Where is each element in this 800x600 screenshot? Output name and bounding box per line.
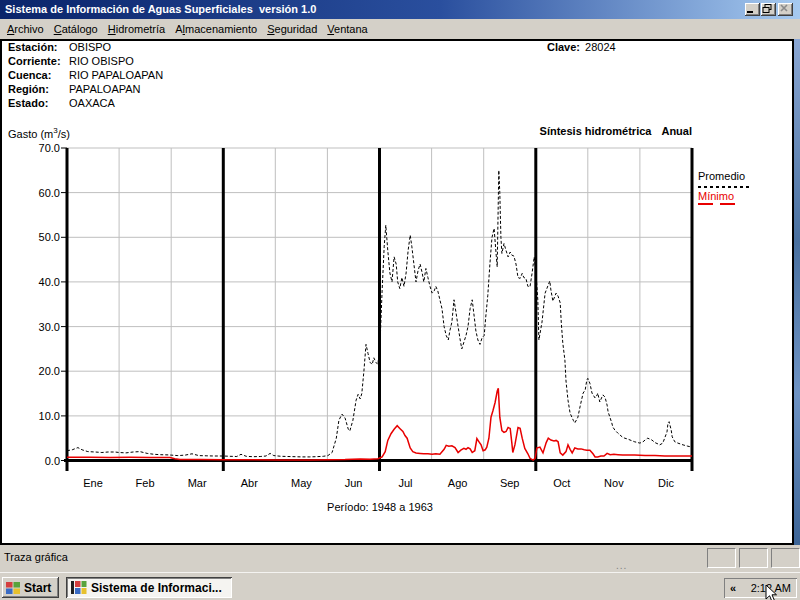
y-tick-label: 40.0: [16, 276, 60, 288]
x-tick-label: Jul: [386, 477, 426, 489]
y-tick-label: 20.0: [16, 365, 60, 377]
clave-value: 28024: [585, 41, 616, 53]
minimize-icon: [745, 3, 758, 14]
title-bar: Sistema de Información de Aguas Superfic…: [0, 0, 800, 19]
x-tick-label: Oct: [542, 477, 582, 489]
x-tick-label: Sep: [490, 477, 530, 489]
tray-chevron[interactable]: «: [730, 582, 736, 594]
y-axis-title: Gasto (m3/s): [8, 126, 70, 140]
cuenca-value: RIO PAPALOAPAN: [69, 69, 163, 81]
estacion-label: Estación:: [8, 41, 69, 53]
status-bar: Traza gráfica ...: [0, 545, 800, 572]
legend-promedio-label: Promedio: [698, 170, 745, 182]
x-tick-label: Nov: [594, 477, 634, 489]
status-grip: ...: [616, 560, 627, 571]
menu-seguridad[interactable]: Seguridad: [262, 21, 322, 37]
corriente-label: Corriente:: [8, 55, 69, 67]
desktop-edge: [794, 39, 800, 545]
legend-minimo-line: [698, 203, 738, 205]
legend-minimo-label: Mínimo: [698, 190, 734, 202]
app-icon: [71, 580, 87, 595]
legend-promedio-line: [698, 186, 750, 188]
taskbar: Start Sistema de Informaci... « 2:12 AM: [0, 572, 800, 600]
info-row-estacion: Estación:OBISPO: [8, 41, 111, 55]
close-icon: [778, 3, 791, 14]
y-tick-label: 30.0: [16, 321, 60, 333]
chart-title: Síntesis hidrométricaAnual: [392, 125, 692, 137]
y-tick-label: 10.0: [16, 410, 60, 422]
status-panel-2: [739, 548, 768, 568]
minimize-button[interactable]: [745, 3, 760, 16]
restore-icon: [761, 3, 774, 14]
x-tick-label: Dic: [646, 477, 686, 489]
menu-bar: Archivo Catálogo Hidrometría Almacenamie…: [0, 19, 800, 39]
estado-label: Estado:: [8, 97, 69, 109]
close-button[interactable]: [778, 3, 793, 16]
info-row-estado: Estado:OAXACA: [8, 97, 115, 111]
restore-button[interactable]: [761, 3, 776, 16]
y-tick-label: 60.0: [16, 187, 60, 199]
clave-row: Clave: 28024: [547, 41, 616, 53]
info-row-cuenca: Cuenca:RIO PAPALOAPAN: [8, 69, 163, 83]
system-tray: « 2:12 AM: [724, 578, 797, 598]
menu-archivo[interactable]: Archivo: [2, 21, 49, 37]
x-tick-label: Jun: [334, 477, 374, 489]
estacion-value: OBISPO: [69, 41, 111, 53]
clave-label: Clave:: [547, 41, 580, 53]
menu-ventana[interactable]: Ventana: [322, 21, 372, 37]
x-tick-label: Ago: [438, 477, 478, 489]
status-text: Traza gráfica: [4, 551, 68, 563]
y-tick-label: 0.0: [16, 455, 60, 467]
x-tick-label: May: [281, 477, 321, 489]
x-tick-label: Ene: [73, 477, 113, 489]
start-label: Start: [24, 581, 51, 595]
cuenca-label: Cuenca:: [8, 69, 69, 81]
windows-logo-icon: [5, 581, 21, 595]
x-tick-label: Mar: [177, 477, 217, 489]
y-tick-label: 50.0: [16, 231, 60, 243]
task-label: Sistema de Informaci...: [91, 581, 222, 595]
status-panel-3: [771, 548, 800, 568]
info-row-region: Región:PAPALOAPAN: [8, 83, 141, 97]
period-label: Período: 1948 a 1963: [280, 501, 480, 513]
y-tick-label: 70.0: [16, 142, 60, 154]
menu-hidrometria[interactable]: Hidrometría: [103, 21, 170, 37]
x-tick-label: Abr: [229, 477, 269, 489]
window-title: Sistema de Información de Aguas Superfic…: [5, 3, 316, 15]
info-row-corriente: Corriente:RIO OBISPO: [8, 55, 134, 69]
x-tick-label: Feb: [125, 477, 165, 489]
region-label: Región:: [8, 83, 69, 95]
estado-value: OAXACA: [69, 97, 115, 109]
status-panel-1: [707, 548, 736, 568]
region-value: PAPALOAPAN: [69, 83, 141, 95]
mouse-cursor: [765, 584, 781, 600]
corriente-value: RIO OBISPO: [69, 55, 134, 67]
menu-catalogo[interactable]: Catálogo: [49, 21, 103, 37]
start-button[interactable]: Start: [2, 577, 59, 598]
task-button[interactable]: Sistema de Informaci...: [66, 577, 232, 598]
menu-almacenamiento[interactable]: Almacenamiento: [170, 21, 262, 37]
content-area: [0, 39, 794, 545]
